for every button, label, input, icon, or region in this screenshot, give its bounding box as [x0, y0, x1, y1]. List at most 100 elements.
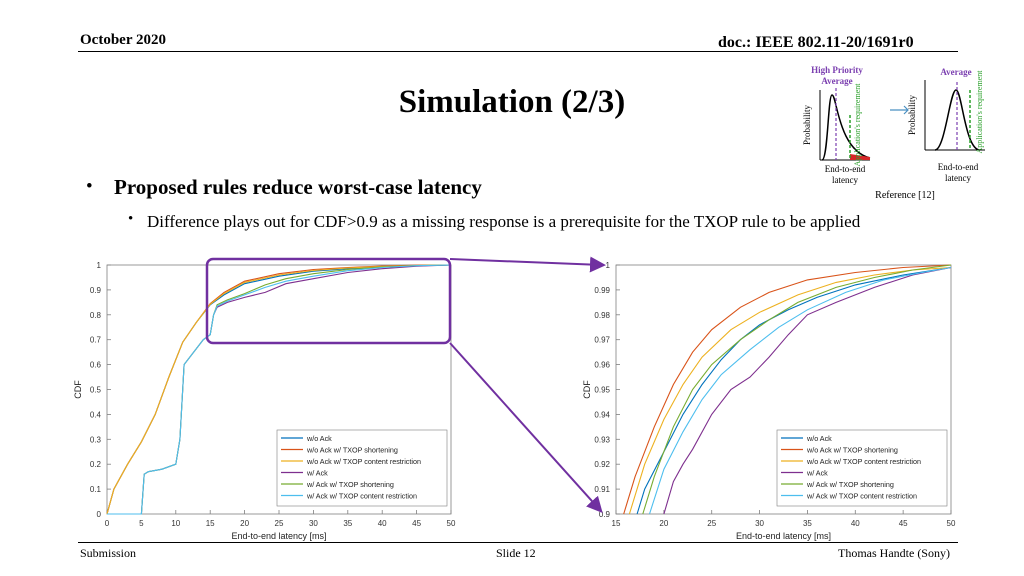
- inset-left-y: Probability: [802, 105, 812, 145]
- header-doc-id: doc.: IEEE 802.11-20/1691r0: [718, 34, 914, 51]
- y-tick-label: 0.92: [594, 460, 610, 469]
- series-line: [642, 264, 952, 515]
- x-tick-label: 50: [447, 519, 456, 528]
- legend-label: w/ Ack w/ TXOP shortening: [306, 480, 394, 489]
- chart-2: 0.9 0.91 0.92 0.93 0.94 0.95 0.96 0.97 0.98 0.99 1…: [582, 261, 956, 541]
- x-tick-label: 30: [755, 519, 764, 528]
- x-tick-label: 20: [240, 519, 249, 528]
- x-tick-label: 10: [171, 519, 180, 528]
- legend-label: w/o Ack: [306, 434, 332, 443]
- zoom-region-box: [205, 257, 452, 345]
- legend-label: w/o Ack: [806, 434, 832, 443]
- legend-label: w/ Ack w/ TXOP shortening: [806, 480, 894, 489]
- legend-label: w/o Ack w/ TXOP shortening: [306, 446, 398, 455]
- x-tick-label: 0: [105, 519, 110, 528]
- legend-label: w/ Ack: [306, 469, 328, 478]
- inset-right-curve: [934, 89, 981, 151]
- series-line: [648, 266, 952, 515]
- inset-right-req: Application's requirement: [975, 70, 984, 154]
- inset-arrow: [890, 105, 909, 115]
- y-tick-label: 0.93: [594, 435, 610, 444]
- y-tick-label: 0.8: [90, 311, 102, 320]
- inset-left-top2: Average: [821, 76, 852, 86]
- footer-author: Thomas Handte (Sony): [838, 546, 950, 560]
- y-tick-label: 0.91: [594, 485, 610, 494]
- bullet-sub: Difference plays out for CDF>0.9 as a mi…: [147, 212, 861, 231]
- series-line: [106, 264, 452, 515]
- y-tick-label: 0.4: [90, 410, 102, 419]
- legend-box: [276, 429, 448, 507]
- y-tick-label: 0.9: [90, 286, 102, 295]
- y-tick-label: 0.5: [90, 386, 102, 395]
- x-tick-label: 15: [206, 519, 215, 528]
- y-tick-label: 0.96: [594, 361, 610, 370]
- y-tick-label: 1: [606, 261, 611, 270]
- x-tick-label: 20: [659, 519, 668, 528]
- sub-bullet-marker: •: [128, 211, 134, 227]
- series-line: [107, 264, 452, 515]
- x-tick-label: 5: [139, 519, 144, 528]
- inset-reference: Reference [12]: [875, 190, 935, 201]
- legend-box: [776, 429, 948, 507]
- series-line: [628, 266, 952, 515]
- x-tick-label: 15: [612, 519, 621, 528]
- slide-title: Simulation (2/3): [398, 84, 626, 120]
- y-tick-label: 0: [97, 510, 102, 519]
- inset-left-top1: High Priority: [811, 65, 863, 75]
- x-tick-label: 25: [707, 519, 716, 528]
- x-axis-label: End-to-end latency [ms]: [231, 531, 326, 541]
- y-tick-label: 0.6: [90, 361, 102, 370]
- y-tick-label: 0.98: [594, 311, 610, 320]
- zoom-arrow-top: [449, 256, 606, 273]
- inset-right-y: Probability: [907, 95, 917, 135]
- zoom-arrow-bottom: [449, 342, 603, 513]
- inset-right-x1: End-to-end: [938, 162, 979, 172]
- legend-label: w/ Ack w/ TXOP content restriction: [806, 492, 917, 501]
- x-tick-label: 40: [378, 519, 387, 528]
- header-date: October 2020: [80, 32, 166, 48]
- legend-label: w/o Ack w/ TXOP content restriction: [306, 457, 421, 466]
- legend-label: w/ Ack w/ TXOP content restriction: [306, 492, 417, 501]
- y-tick-label: 0.1: [90, 485, 102, 494]
- legend-label: w/o Ack w/ TXOP content restriction: [806, 457, 921, 466]
- series-line: [663, 266, 952, 515]
- y-tick-label: 0.94: [594, 410, 610, 419]
- x-tick-label: 30: [309, 519, 318, 528]
- y-axis-label: CDF: [582, 380, 592, 399]
- x-tick-label: 50: [947, 519, 956, 528]
- x-tick-label: 25: [275, 519, 284, 528]
- y-tick-label: 0.7: [90, 336, 102, 345]
- legend-label: w/ Ack: [806, 469, 828, 478]
- x-tick-label: 45: [899, 519, 908, 528]
- x-axis-label: End-to-end latency [ms]: [736, 531, 831, 541]
- header-rule: [78, 51, 958, 52]
- y-tick-label: 0.99: [594, 286, 610, 295]
- y-tick-label: 0.9: [599, 510, 611, 519]
- bullet-marker: •: [86, 176, 93, 197]
- chart-1: 00.10.20.30.40.50.60.70.80.910 5 10 15 20 25 3…: [73, 261, 456, 541]
- x-tick-label: 40: [851, 519, 860, 528]
- legend: w/o Ack w/o Ack w/ TXOP shortening w/o Ack…: [776, 429, 948, 507]
- y-axis-label: CDF: [73, 380, 83, 399]
- y-tick-label: 1: [97, 261, 102, 270]
- x-tick-label: 35: [343, 519, 352, 528]
- y-tick-label: 0.97: [594, 336, 610, 345]
- legend: w/o Ack w/o Ack w/ TXOP shortening w/o Ack…: [276, 429, 448, 507]
- bullet-main: Proposed rules reduce worst-case latency: [114, 175, 482, 199]
- y-tick-label: 0.3: [90, 435, 102, 444]
- footer-rule: [78, 542, 958, 543]
- legend-label: w/o Ack w/ TXOP shortening: [806, 446, 898, 455]
- footer-submission: Submission: [80, 546, 137, 560]
- x-tick-label: 35: [803, 519, 812, 528]
- zoom-highlight: [205, 256, 606, 513]
- inset-left-x2: latency: [832, 175, 858, 185]
- x-tick-label: 45: [412, 519, 421, 528]
- inset-left-req: Application's requirement: [853, 83, 862, 167]
- inset-left-tail: [850, 154, 870, 160]
- inset-right-x2: latency: [945, 173, 971, 183]
- inset-left-x1: End-to-end: [825, 164, 866, 174]
- series-line: [623, 264, 952, 515]
- latency-distribution-illustration: High Priority Average Probability Applic…: [802, 65, 985, 201]
- y-tick-label: 0.95: [594, 386, 610, 395]
